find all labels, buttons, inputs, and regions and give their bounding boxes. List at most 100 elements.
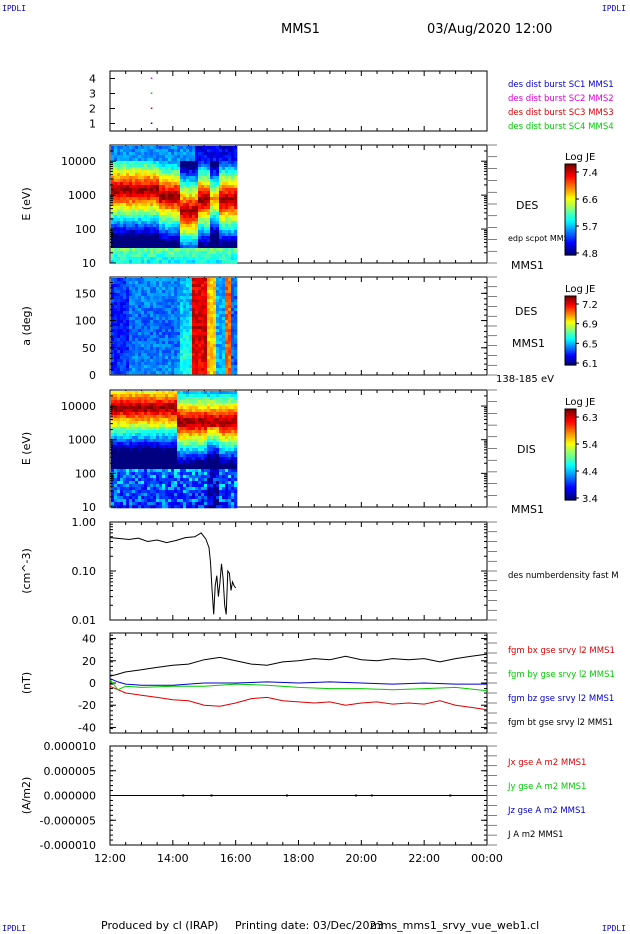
spectrogram-cell [201, 167, 205, 171]
spectrogram-cell [141, 290, 145, 294]
spectrogram-cell [192, 499, 196, 503]
spectrogram-cell [162, 478, 166, 482]
spectrogram-cell [156, 320, 160, 324]
spectrogram-cell [111, 356, 115, 360]
spectrogram-cell [117, 412, 121, 416]
spectrogram-cell [186, 490, 190, 494]
spectrogram-cell [186, 152, 190, 156]
spectrogram-cell [201, 439, 205, 443]
spectrogram-cell [159, 203, 163, 207]
spectrogram-cell [144, 188, 148, 192]
spectrogram-cell [189, 230, 193, 234]
spectrogram-cell [222, 191, 226, 195]
spectrogram-cell [141, 179, 145, 183]
spectrogram-cell [144, 278, 148, 282]
spectrogram-cell [228, 161, 232, 165]
spectrogram-cell [174, 158, 178, 162]
spectrogram-cell [126, 173, 130, 177]
spectrogram-cell [192, 320, 196, 324]
spectrogram-cell [165, 248, 169, 252]
spectrogram-cell [207, 484, 211, 488]
spectrogram-cell [132, 451, 136, 455]
spectrogram-cell [156, 332, 160, 336]
spectrogram-cell [111, 397, 115, 401]
spectrogram-cell [111, 454, 115, 458]
spectrogram-cell [183, 227, 187, 231]
spectrogram-cell [192, 421, 196, 425]
spectrogram-cell [210, 281, 214, 285]
spectrogram-cell [159, 353, 163, 357]
spectrogram-cell [165, 173, 169, 177]
spectrogram-cell [171, 505, 175, 509]
spectrogram-cell [195, 406, 199, 410]
spectrogram-cell [126, 359, 130, 363]
spectrogram-cell [186, 221, 190, 225]
spectrogram-cell [138, 436, 142, 440]
spectrogram-cell [216, 415, 220, 419]
spectrogram-cell [186, 254, 190, 258]
spectrogram-cell [126, 484, 130, 488]
colorbar-cell [565, 339, 576, 342]
spectrogram-cell [234, 305, 238, 309]
spectrogram-cell [192, 179, 196, 183]
spectrogram-cell [192, 311, 196, 315]
spectrogram-cell [210, 454, 214, 458]
spectrogram-cell [159, 400, 163, 404]
spectrogram-cell [144, 191, 148, 195]
spectrogram-cell [117, 496, 121, 500]
spectrogram-cell [144, 287, 148, 291]
spectrogram-cell [156, 490, 160, 494]
spectrogram-cell [120, 242, 124, 246]
spectrogram-cell [120, 239, 124, 243]
spectrogram-cell [162, 176, 166, 180]
spectrogram-cell [135, 176, 139, 180]
spectrogram-cell [222, 344, 226, 348]
spectrogram-cell [204, 185, 208, 189]
spectrogram-cell [213, 314, 217, 318]
spectrogram-cell [213, 475, 217, 479]
spectrogram-cell [135, 311, 139, 315]
spectrogram-cell [162, 278, 166, 282]
spectrogram-cell [201, 493, 205, 497]
spectrogram-cell [144, 320, 148, 324]
colorbar-title: Log JE [565, 284, 595, 295]
spectrogram-cell [162, 472, 166, 476]
spectrogram-cell [141, 487, 145, 491]
spectrogram-cell [165, 218, 169, 222]
spectrogram-cell [180, 427, 184, 431]
spectrogram-cell [228, 227, 232, 231]
spectrogram-cell [231, 182, 235, 186]
spectrogram-cell [126, 194, 130, 198]
spectrogram-cell [159, 499, 163, 503]
spectrogram-cell [168, 397, 172, 401]
spectrogram-cell [201, 475, 205, 479]
spectrogram-cell [120, 484, 124, 488]
spectrogram-cell [144, 412, 148, 416]
colorbar-cell [565, 333, 576, 337]
spectrogram-cell [228, 353, 232, 357]
spectrogram-cell [207, 149, 211, 153]
spectrogram-cell [228, 412, 232, 416]
spectrogram-cell [189, 347, 193, 351]
spectrogram-cell [126, 221, 130, 225]
spectrogram-cell [135, 344, 139, 348]
spectrogram-cell [165, 314, 169, 318]
spectrogram-cell [177, 418, 181, 422]
spectrogram-cell [201, 323, 205, 327]
spectrogram-cell [141, 359, 145, 363]
spectrogram-cell [165, 448, 169, 452]
spectrogram-cell [150, 469, 154, 473]
spectrogram-cell [123, 167, 127, 171]
spectrogram-cell [162, 412, 166, 416]
spectrogram-cell [162, 397, 166, 401]
spectrogram-cell [162, 430, 166, 434]
spectrogram-cell [123, 400, 127, 404]
spectrogram-cell [219, 314, 223, 318]
spectrogram-cell [159, 185, 163, 189]
spectrogram-cell [216, 466, 220, 470]
spectrogram-cell [150, 487, 154, 491]
spectrogram-cell [207, 335, 211, 339]
spectrogram-cell [120, 365, 124, 369]
spectrogram-cell [216, 397, 220, 401]
spectrogram-cell [198, 281, 202, 285]
